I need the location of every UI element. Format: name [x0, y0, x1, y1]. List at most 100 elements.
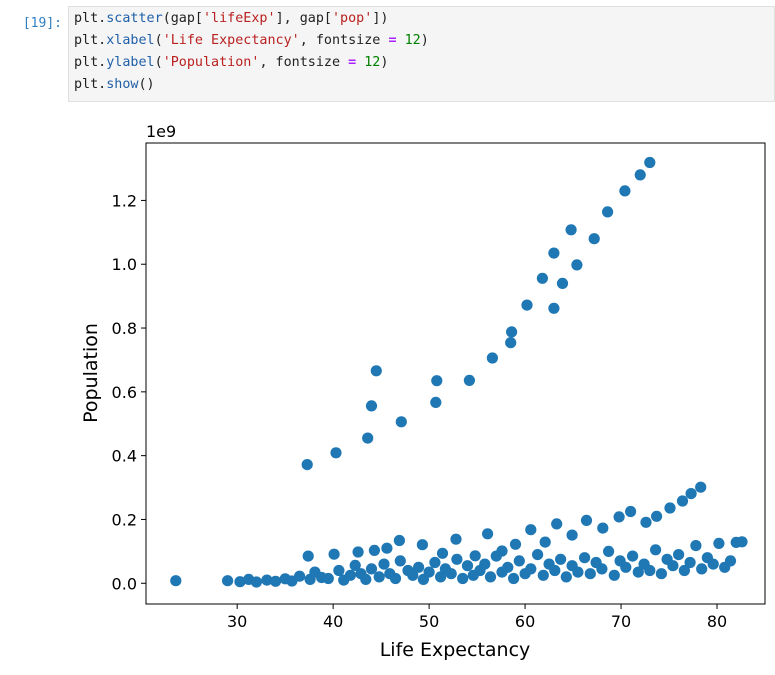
data-point — [394, 555, 406, 567]
data-point — [521, 299, 533, 311]
data-point — [695, 481, 707, 493]
code-line-4[interactable]: plt.show() — [74, 77, 155, 92]
data-point — [509, 538, 522, 550]
data-point — [330, 447, 342, 459]
code-token: , fontsize — [259, 55, 349, 70]
code-token: plt. — [74, 11, 107, 26]
data-point — [378, 558, 390, 570]
code-token: () — [138, 77, 155, 92]
data-point — [602, 206, 614, 218]
data-point — [328, 548, 340, 560]
code-token: plt. — [74, 77, 107, 92]
data-point — [537, 569, 549, 581]
cell-prompt: [19]: — [22, 16, 62, 31]
data-point — [505, 337, 517, 349]
data-point — [482, 528, 494, 540]
data-point — [536, 272, 549, 284]
data-point — [344, 569, 356, 581]
points-layer — [170, 156, 748, 588]
code-token: 'Population' — [162, 55, 260, 70]
data-point — [640, 516, 652, 528]
code-line-2[interactable]: plt.xlabel('Life Expectancy', fontsize =… — [74, 33, 429, 48]
data-point — [655, 568, 668, 580]
data-point — [588, 233, 600, 245]
data-point — [613, 511, 625, 523]
code-token: 'pop' — [332, 11, 373, 26]
y-tick-label: 0.0 — [112, 574, 137, 593]
data-point — [707, 558, 719, 570]
data-point — [479, 558, 491, 570]
code-token: 'Life Expectancy' — [162, 33, 300, 48]
data-point — [713, 537, 725, 549]
code-editor[interactable]: plt.scatter(gap['lifeExp'], gap['pop']) … — [68, 6, 775, 102]
y-tick-label: 1.2 — [112, 191, 137, 210]
data-point — [619, 185, 631, 197]
data-point — [736, 536, 748, 548]
data-point — [684, 556, 696, 569]
data-point — [445, 568, 457, 580]
data-point — [625, 505, 637, 518]
data-point — [365, 563, 378, 575]
data-point — [644, 156, 656, 169]
data-point — [580, 514, 593, 526]
code-token: , fontsize — [299, 33, 389, 48]
data-point — [413, 561, 425, 573]
data-point — [490, 550, 502, 562]
data-point — [333, 564, 345, 577]
data-point — [349, 559, 361, 571]
data-point — [506, 326, 518, 338]
data-point — [551, 518, 563, 530]
data-point — [352, 546, 364, 558]
data-point — [549, 564, 561, 577]
data-point — [532, 549, 544, 561]
code-line-1[interactable]: plt.scatter(gap['lifeExp'], gap['pop']) — [74, 11, 388, 26]
data-point — [650, 544, 662, 556]
data-point — [644, 564, 656, 577]
y-tick-label: 0.8 — [112, 319, 137, 338]
data-point — [170, 575, 182, 587]
data-point — [463, 374, 475, 386]
data-point — [548, 247, 560, 259]
data-point — [370, 365, 382, 377]
data-point — [250, 576, 262, 588]
data-point — [368, 544, 380, 556]
data-point — [667, 560, 679, 572]
data-point — [566, 529, 578, 541]
x-tick-label: 30 — [227, 612, 247, 631]
data-point — [620, 561, 632, 573]
data-point — [565, 224, 577, 236]
y-tick-label: 0.2 — [112, 510, 137, 529]
data-point — [484, 571, 497, 583]
data-point — [696, 563, 708, 575]
data-point — [525, 563, 537, 575]
data-point — [423, 566, 435, 578]
x-tick-label: 50 — [419, 612, 439, 631]
code-token: = — [388, 33, 397, 48]
y-axis-label: Population — [80, 323, 102, 423]
data-point — [571, 259, 583, 271]
code-token: scatter — [106, 11, 163, 26]
data-point — [365, 400, 378, 412]
data-point — [373, 571, 385, 583]
code-token: plt. — [74, 55, 107, 70]
data-point — [678, 564, 691, 577]
data-point — [632, 566, 644, 578]
data-point — [507, 572, 520, 585]
code-token: ( — [154, 33, 163, 48]
data-point — [302, 550, 314, 562]
data-point — [651, 510, 663, 522]
code-token — [397, 33, 405, 48]
code-token: ) — [420, 33, 429, 48]
data-point — [539, 536, 551, 548]
data-point — [431, 375, 443, 387]
data-point — [486, 352, 498, 364]
data-point — [584, 568, 596, 580]
code-line-3[interactable]: plt.ylabel('Population', fontsize = 12) — [74, 55, 388, 70]
data-point — [429, 556, 441, 569]
code-token: ], gap[ — [275, 11, 332, 26]
x-tick-label: 70 — [611, 612, 631, 631]
scatter-plot: 30 40 50 60 70 80 0.0 0.2 0.4 0.6 0.8 1.0 1.2 1e9 Li… — [80, 122, 766, 661]
data-point — [222, 575, 234, 587]
plot-frame — [145, 142, 766, 605]
data-point — [389, 572, 402, 585]
